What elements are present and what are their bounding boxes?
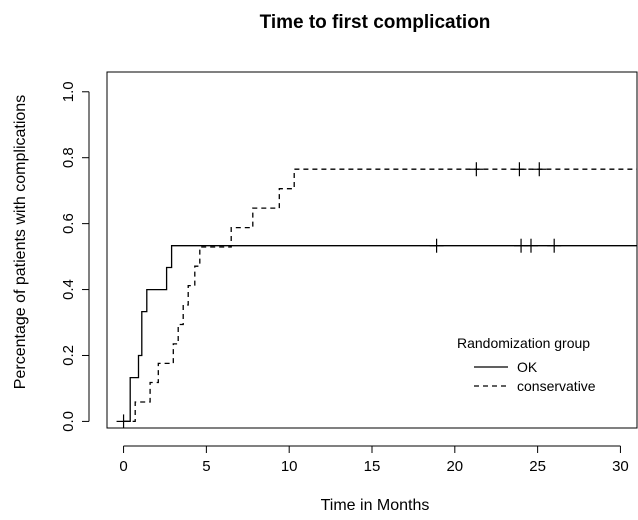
y-tick-label: 0.2 <box>60 345 77 366</box>
censor-mark-conservative <box>512 162 527 177</box>
censor-mark-ok <box>429 238 444 253</box>
series-line-ok <box>123 245 637 423</box>
y-axis-label: Percentage of patients with complication… <box>12 95 29 389</box>
legend: Randomization group OK conservative <box>457 335 596 394</box>
censor-mark-ok <box>547 238 562 253</box>
plot-frame <box>106 71 638 429</box>
x-tick-label: 20 <box>446 458 463 475</box>
x-tick-label: 10 <box>281 458 298 475</box>
censor-mark-conservative <box>469 162 484 177</box>
censor-mark-conservative <box>532 162 547 177</box>
y-axis: 0.0 0.2 0.4 0.6 0.8 1.0 <box>60 81 90 432</box>
series-layer <box>116 162 637 429</box>
series-line-conservative <box>123 168 637 423</box>
x-tick-label: 5 <box>202 458 210 475</box>
y-tick-label: 1.0 <box>60 81 77 102</box>
x-tick-label: 25 <box>529 458 546 475</box>
x-axis: 0 5 10 15 20 25 30 <box>119 445 629 475</box>
y-tick-label: 0.4 <box>60 279 77 300</box>
x-axis-label: Time in Months <box>321 497 430 514</box>
y-tick-label: 0.8 <box>60 147 77 168</box>
x-tick-label: 15 <box>364 458 381 475</box>
y-tick-label: 0.0 <box>60 411 77 432</box>
legend-label-conservative: conservative <box>517 378 596 394</box>
censor-mark-ok <box>524 238 538 253</box>
chart-title: Time to first complication <box>260 12 491 33</box>
legend-title: Randomization group <box>457 335 590 351</box>
x-tick-label: 30 <box>612 458 629 475</box>
legend-label-ok: OK <box>517 359 538 375</box>
y-tick-label: 0.6 <box>60 213 77 234</box>
x-tick-label: 0 <box>119 458 127 475</box>
